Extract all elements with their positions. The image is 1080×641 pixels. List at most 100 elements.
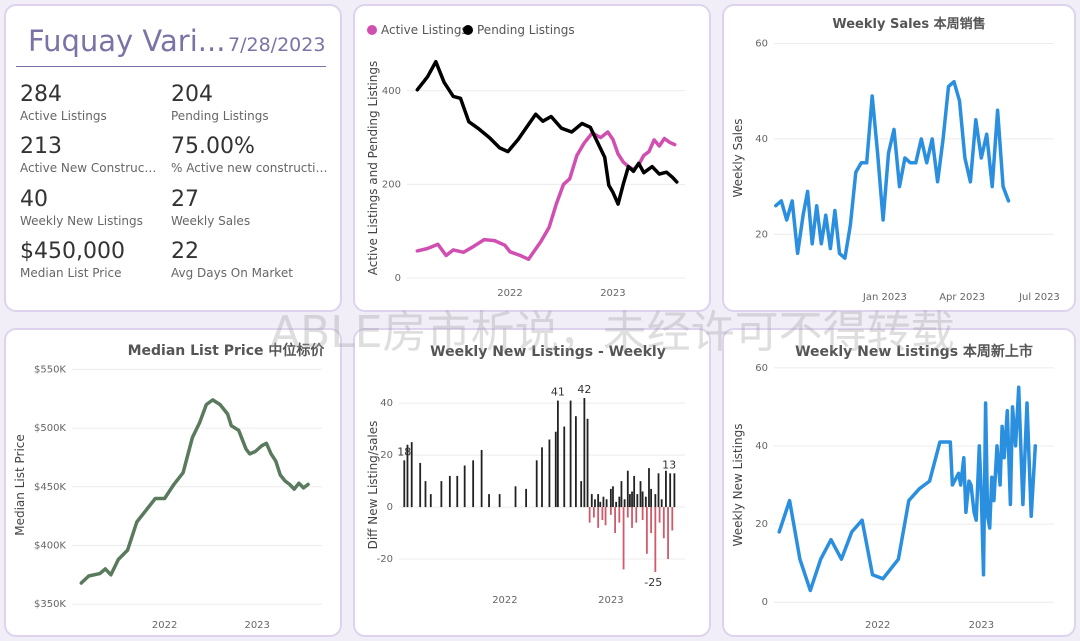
bar-positive: [605, 499, 608, 508]
bar-positive: [580, 481, 583, 508]
weekly-new-listings-diff-chart: Weekly New Listings - Weekly -20 0 20 40 2022…: [366, 344, 685, 606]
legend-label: Active Listings: [381, 23, 468, 37]
bar-positive: [644, 496, 647, 508]
median-list-price-chart-card: Median List Price 中位标价 $350K $400K $450K $50…: [4, 328, 342, 637]
data-label: 42: [577, 383, 591, 396]
kpi-label: Weekly New Listings: [20, 214, 143, 228]
bar-negative: [658, 507, 661, 523]
bar-positive: [669, 473, 672, 508]
bar-positive: [623, 499, 626, 508]
active-pending-chart-card: 0 200 400 2022 2023 Active Listings and Pendi…: [353, 4, 711, 312]
kpi-label: Active Listings: [20, 109, 107, 123]
bar-positive: [620, 481, 623, 508]
bar-positive: [480, 449, 483, 508]
y-tick-label: 200: [382, 179, 401, 190]
kpi-value: 22: [171, 239, 199, 264]
y-tick-label: 0: [395, 273, 401, 284]
bar-positive: [650, 488, 653, 508]
bar-positive: [633, 475, 636, 508]
x-tick-label: 2023: [600, 288, 625, 299]
bar-positive: [525, 488, 528, 508]
y-tick-label: $450K: [34, 482, 66, 493]
bar-positive: [615, 501, 618, 508]
kpi-value: 40: [20, 187, 48, 212]
bar-positive: [440, 481, 443, 508]
kpi-active-listings: 284 Active Listings: [20, 82, 180, 124]
x-tick-label: Apr 2023: [939, 292, 985, 303]
kpi-label: Avg Days On Market: [171, 266, 293, 280]
bar-negative: [635, 507, 638, 523]
bar-positive: [639, 481, 642, 508]
kpi-value: 27: [171, 187, 199, 212]
bar-positive: [612, 486, 614, 508]
y-tick-label: 60: [755, 39, 768, 50]
bar-positive: [456, 475, 459, 508]
weekly-sales-chart-card: Weekly Sales 本周销售 20 40 60 Jan 2023 Apr 2023 J…: [722, 4, 1076, 312]
bar-positive: [636, 494, 639, 508]
bar-positive: [618, 496, 621, 508]
series-line-1: [415, 130, 677, 262]
legend-marker: [367, 25, 377, 35]
data-label: 13: [662, 458, 676, 471]
x-tick-label: Jul 2023: [1018, 292, 1060, 303]
y-tick-label: 400: [382, 86, 401, 97]
bar-positive: [403, 460, 406, 508]
y-axis-title: Active Listings and Pending Listings: [366, 61, 380, 276]
bar-positive: [569, 400, 572, 508]
kpi-value: $450,000: [20, 239, 125, 264]
y-tick-label: $500K: [34, 423, 66, 434]
bar-positive: [535, 460, 538, 508]
bar-positive: [602, 496, 605, 508]
bar-negative: [593, 507, 595, 518]
bar-positive: [657, 473, 660, 508]
kpi-active-new-construction: 213 Active New Constructi...: [20, 134, 160, 176]
kpi-value: 284: [20, 82, 62, 107]
y-tick-label: 0: [387, 502, 393, 513]
bar-positive: [488, 494, 490, 508]
bar-positive: [514, 486, 517, 508]
kpi-weekly-sales: 27 Weekly Sales: [171, 187, 331, 229]
bar-positive: [599, 501, 602, 508]
bar-positive: [498, 494, 501, 508]
series-line-2: [415, 59, 679, 206]
weekly-sales-chart: Weekly Sales 本周销售 20 40 60 Jan 2023 Apr 2023 J…: [731, 16, 1060, 303]
x-tick-label: 2022: [492, 595, 517, 606]
kpi-label: Median List Price: [20, 266, 122, 280]
series-line-1: [777, 385, 1038, 593]
y-tick-label: 0: [762, 597, 768, 608]
bar-positive: [556, 400, 559, 508]
bar-positive: [609, 488, 612, 508]
kpi-avg-days-on-market: 22 Avg Days On Market: [171, 239, 331, 281]
chart-title: Median List Price 中位标价: [128, 342, 326, 359]
bar-positive: [548, 439, 551, 508]
bar-positive: [654, 494, 657, 508]
x-tick-label: Jan 2023: [862, 292, 907, 303]
bar-positive: [631, 491, 633, 508]
bar-positive: [429, 494, 432, 508]
bar-positive: [419, 462, 422, 508]
chart-title: Weekly New Listings - Weekly: [430, 344, 666, 360]
kpi-label: Pending Listings: [171, 109, 269, 123]
bar-negative: [609, 507, 612, 515]
kpi-label: Weekly Sales: [171, 214, 251, 228]
bar-positive: [563, 426, 566, 508]
bar-positive: [554, 431, 557, 508]
kpi-median-list-price: $450,000 Median List Price: [20, 239, 180, 281]
weekly-new-listings-diff-chart-card: Weekly New Listings - Weekly -20 0 20 40 2022…: [353, 328, 711, 637]
data-label: -25: [644, 576, 662, 589]
bar-negative: [604, 507, 607, 526]
y-axis-title: Weekly New Listings: [731, 424, 745, 547]
bar-negative: [662, 507, 665, 539]
y-tick-label: $350K: [34, 599, 66, 610]
y-axis-title: Diff New Listing/sales: [366, 421, 380, 550]
bar-negative: [601, 507, 604, 521]
bar-negative: [614, 507, 616, 534]
bar-positive: [406, 444, 409, 508]
bar-negative: [631, 507, 633, 528]
bar-positive: [665, 470, 667, 508]
kpi-active-new-construction-pct: 75.00% % Active new constructions: [171, 134, 331, 176]
x-tick-label: 2023: [598, 595, 623, 606]
bar-positive: [410, 442, 413, 508]
bar-positive: [448, 475, 451, 508]
kpi-weekly-new-listings: 40 Weekly New Listings: [20, 187, 180, 229]
